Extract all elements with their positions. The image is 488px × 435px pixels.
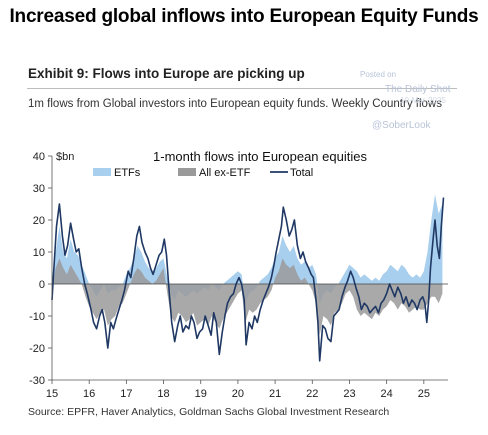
x-tick-label: 17: [120, 388, 132, 400]
x-tick-label: 21: [269, 388, 281, 400]
total-line: [51, 197, 445, 362]
legend-group: ETFs All ex-ETF Total: [93, 167, 313, 179]
y-tick-label: 30: [33, 183, 45, 195]
x-tick-label: 22: [306, 388, 318, 400]
watermark-date: 10-Mar-2025: [400, 96, 446, 105]
etf-area-group: [52, 194, 443, 304]
watermark-handle: @SoberLook: [372, 120, 431, 131]
watermark-site: The Daily Shot: [385, 84, 451, 95]
etf-area: [52, 194, 443, 304]
title-divider: [27, 88, 457, 89]
y-tick-label: 40: [33, 151, 45, 163]
watermark-posted: Posted on: [360, 70, 397, 79]
legend-label-total: Total: [290, 167, 313, 179]
x-tick-label: 19: [195, 388, 207, 400]
y-tick-label: 10: [33, 247, 45, 259]
legend-label-etf: ETFs: [114, 167, 141, 179]
ex-etf-area-group: [52, 258, 443, 336]
chart-title: 1-month flows into European equities: [153, 149, 367, 164]
exhibit-title: Exhibit 9: Flows into Europe are picking…: [28, 66, 305, 81]
y-tick-label: -20: [29, 343, 45, 355]
source-note: Source: EPFR, Haver Analytics, Goldman S…: [28, 406, 390, 418]
x-tick-label: 24: [381, 388, 393, 400]
legend-swatch-ex-etf: [178, 168, 196, 176]
x-tick-label: 25: [418, 388, 430, 400]
ex-etf-area: [52, 258, 443, 336]
y-tick-label: 20: [33, 215, 45, 227]
chart-subtitle: 1m flows from Global investors into Euro…: [28, 98, 442, 110]
x-tick-label: 15: [46, 388, 58, 400]
total-line-group: [51, 197, 445, 362]
legend-label-ex-etf: All ex-ETF: [199, 167, 251, 179]
x-tick-label: 20: [232, 388, 244, 400]
y-unit-label: $bn: [56, 151, 74, 163]
axes-group: -30 -20 -10 0 10 20 30 40 $bn 15 16 17 18 19 20 21 22 23 2…: [29, 149, 448, 400]
legend-swatch-etf: [93, 168, 111, 176]
x-tick-label: 18: [157, 388, 169, 400]
y-tick-label: -10: [29, 311, 45, 323]
y-tick-label: -30: [29, 375, 45, 387]
headline: Increased global inflows into European E…: [9, 6, 479, 27]
y-tick-label: 0: [39, 279, 45, 291]
x-tick-label: 16: [83, 388, 95, 400]
x-tick-label: 23: [343, 388, 355, 400]
